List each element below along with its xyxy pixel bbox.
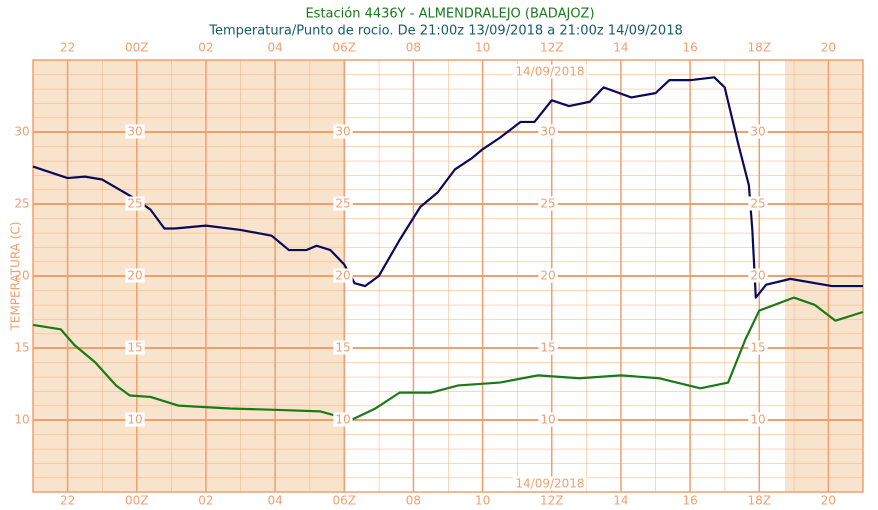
label-bg xyxy=(513,476,587,491)
plot-border xyxy=(32,59,864,493)
label-bg xyxy=(333,268,353,283)
series-line xyxy=(32,76,863,299)
x-tick-label: 18Z xyxy=(748,494,772,508)
x-tick-label: 16 xyxy=(682,41,697,55)
label-bg xyxy=(125,196,145,211)
chart-title: Estación 4436Y - ALMENDRALEJO (BADAJOZ) xyxy=(305,7,594,22)
label-bg xyxy=(125,124,145,139)
x-tick-label: 04 xyxy=(267,494,282,508)
label-bg xyxy=(125,340,145,355)
y-tick-label: 30 xyxy=(127,125,142,139)
y-tick-label: 15 xyxy=(540,341,555,355)
y-tick-label: 10 xyxy=(14,413,29,427)
label-bg xyxy=(538,412,558,427)
y-tick-label: 30 xyxy=(14,125,29,139)
y-tick-label: 10 xyxy=(335,413,350,427)
x-tick-label: 00Z xyxy=(125,41,149,55)
x-tick-label: 08 xyxy=(406,494,421,508)
x-tick-label: 10 xyxy=(475,41,490,55)
y-tick-label: 30 xyxy=(540,125,555,139)
label-bg xyxy=(748,340,768,355)
x-tick-label: 22 xyxy=(60,41,75,55)
x-tick-label: 10 xyxy=(475,494,490,508)
x-tick-label: 14 xyxy=(613,494,628,508)
label-bg xyxy=(538,196,558,211)
x-tick-label: 16 xyxy=(682,494,697,508)
y-tick-label: 25 xyxy=(540,197,555,211)
label-bg xyxy=(333,412,353,427)
x-tick-label: 12Z xyxy=(540,41,564,55)
y-tick-label: 20 xyxy=(335,269,350,283)
label-bg xyxy=(12,412,32,427)
x-tick-label: 18Z xyxy=(748,41,772,55)
label-bg xyxy=(748,196,768,211)
series-line xyxy=(32,296,864,422)
x-tick-label: 04 xyxy=(267,41,282,55)
x-tick-label: 02 xyxy=(198,494,213,508)
x-tick-label: 02 xyxy=(198,41,213,55)
y-tick-label: 10 xyxy=(127,413,142,427)
label-bg xyxy=(333,196,353,211)
label-bg xyxy=(538,124,558,139)
x-tick-label: 20 xyxy=(821,41,836,55)
x-tick-label: 12Z xyxy=(540,494,564,508)
y-tick-label: 30 xyxy=(750,125,765,139)
x-tick-label: 06Z xyxy=(333,494,357,508)
x-tick-label: 14 xyxy=(613,41,628,55)
y-tick-label: 20 xyxy=(750,269,765,283)
y-tick-label: 30 xyxy=(335,125,350,139)
label-bg xyxy=(12,124,32,139)
x-tick-label: 06Z xyxy=(333,41,357,55)
label-bg xyxy=(513,64,587,79)
chart-subtitle: Temperatura/Punto de rocio. De 21:00z 13… xyxy=(208,24,682,39)
y-tick-label: 25 xyxy=(335,197,350,211)
x-tick-label: 22 xyxy=(60,494,75,508)
y-tick-label: 15 xyxy=(335,341,350,355)
label-bg xyxy=(12,340,32,355)
date-label: 14/09/2018 xyxy=(515,65,584,79)
label-bg xyxy=(333,340,353,355)
label-bg xyxy=(748,268,768,283)
label-bg xyxy=(125,268,145,283)
label-bg xyxy=(538,268,558,283)
y-tick-label: 20 xyxy=(14,269,29,283)
y-tick-label: 20 xyxy=(540,269,555,283)
label-bg xyxy=(333,124,353,139)
y-tick-label: 25 xyxy=(127,197,142,211)
label-bg xyxy=(748,124,768,139)
x-tick-label: 00Z xyxy=(125,494,149,508)
date-label: 14/09/2018 xyxy=(515,477,584,491)
y-tick-label: 15 xyxy=(14,341,29,355)
y-tick-label: 15 xyxy=(750,341,765,355)
y-tick-label: 15 xyxy=(127,341,142,355)
x-tick-label: 08 xyxy=(406,41,421,55)
label-bg xyxy=(748,412,768,427)
y-tick-label: 10 xyxy=(750,413,765,427)
x-tick-label: 20 xyxy=(821,494,836,508)
y-tick-label: 20 xyxy=(127,269,142,283)
y-tick-label: 25 xyxy=(750,197,765,211)
y-tick-label: 25 xyxy=(14,197,29,211)
y-tick-label: 10 xyxy=(540,413,555,427)
label-bg xyxy=(125,412,145,427)
label-bg xyxy=(12,268,32,283)
y-axis-label: TEMPERATURA (C) xyxy=(9,222,23,332)
label-bg xyxy=(538,340,558,355)
label-bg xyxy=(12,196,32,211)
